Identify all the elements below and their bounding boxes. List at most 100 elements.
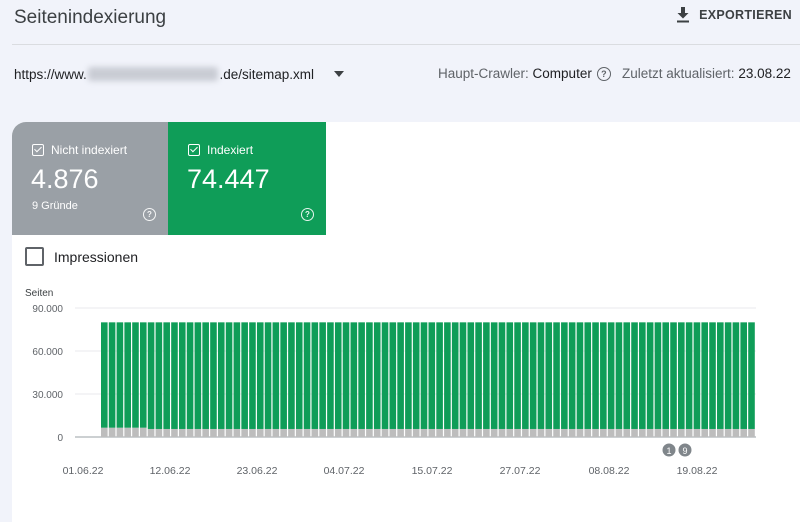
bar-indexed [506, 322, 514, 429]
bar-not-indexed [280, 428, 287, 437]
bar-indexed [256, 322, 264, 429]
help-icon[interactable]: ? [596, 66, 611, 81]
bar-not-indexed [717, 428, 724, 437]
help-icon[interactable]: ? [301, 208, 314, 221]
x-tick-label: 27.07.22 [500, 465, 541, 477]
bar-indexed [178, 322, 186, 429]
bar-not-indexed [631, 428, 638, 437]
x-tick-label: 15.07.22 [412, 465, 453, 477]
x-tick-label: 08.08.22 [589, 465, 630, 477]
bar-indexed [194, 322, 202, 429]
page-header: Seitenindexierung EXPORTIEREN [0, 0, 800, 44]
bar-not-indexed [568, 428, 576, 437]
bar-not-indexed [428, 428, 436, 437]
bar-not-indexed [748, 428, 755, 437]
bar-not-indexed [537, 428, 545, 437]
y-axis-label: Seiten [25, 288, 53, 299]
bar-indexed [459, 322, 467, 429]
bar-indexed [155, 322, 163, 429]
bar-indexed [639, 322, 646, 429]
bar-indexed [108, 322, 116, 428]
bar-not-indexed [709, 428, 716, 437]
bar-indexed [631, 322, 638, 429]
help-icon[interactable]: ? [143, 208, 156, 221]
bar-indexed [397, 322, 404, 429]
bar-indexed [139, 322, 147, 428]
bar-not-indexed [381, 428, 389, 437]
bar-indexed [186, 322, 194, 429]
bar-not-indexed [217, 428, 225, 437]
bar-not-indexed [155, 428, 163, 437]
bar-not-indexed [451, 428, 459, 437]
bar-indexed [381, 322, 389, 429]
bar-not-indexed [444, 428, 451, 437]
bar-not-indexed [685, 428, 693, 437]
bar-indexed [701, 322, 709, 429]
bar-not-indexed [147, 428, 155, 437]
bar-indexed [412, 322, 420, 429]
not-indexed-tile[interactable]: Nicht indexiert 4.876 9 Gründe ? [12, 122, 168, 235]
bar-not-indexed [210, 428, 217, 437]
crawler-info: Haupt-Crawler: Computer ? [438, 66, 611, 81]
bar-indexed [748, 322, 755, 429]
bar-indexed [217, 322, 225, 429]
checkbox-checked-icon[interactable] [188, 144, 200, 156]
bar-indexed [210, 322, 217, 429]
bar-not-indexed [600, 428, 607, 437]
bar-indexed [529, 322, 537, 429]
bar-indexed [553, 322, 560, 429]
bar-not-indexed [607, 428, 615, 437]
bar-indexed [311, 322, 319, 429]
impressions-toggle[interactable]: Impressionen [25, 247, 138, 266]
bar-not-indexed [272, 428, 280, 437]
not-indexed-label: Nicht indexiert [51, 143, 128, 157]
bar-indexed [319, 322, 326, 429]
bar-not-indexed [101, 427, 108, 437]
bar-indexed [592, 322, 599, 429]
download-icon [677, 7, 690, 23]
bar-indexed [132, 322, 139, 428]
bar-indexed [545, 322, 553, 429]
bar-not-indexed [490, 428, 498, 437]
bar-not-indexed [225, 428, 233, 437]
bar-not-indexed [178, 428, 186, 437]
annotation-label: 1 [666, 446, 671, 456]
sitemap-select[interactable]: https://www. .de/sitemap.xml [14, 64, 344, 84]
bar-indexed [171, 322, 178, 429]
bar-not-indexed [303, 428, 311, 437]
bar-not-indexed [420, 428, 428, 437]
bar-not-indexed [194, 428, 202, 437]
bar-not-indexed [506, 428, 514, 437]
page-title: Seitenindexierung [14, 7, 167, 28]
bar-indexed [225, 322, 233, 429]
bar-indexed [623, 322, 631, 429]
bar-not-indexed [670, 428, 677, 437]
bar-not-indexed [171, 428, 178, 437]
bar-not-indexed [740, 428, 748, 437]
bar-not-indexed [288, 428, 295, 437]
bar-indexed [670, 322, 677, 429]
not-indexed-count: 4.876 [31, 164, 99, 194]
y-tick-label: 90.000 [32, 304, 63, 315]
redacted-domain [87, 67, 219, 81]
indexed-count: 74.447 [187, 164, 270, 194]
export-button[interactable]: EXPORTIEREN [676, 7, 792, 23]
bar-not-indexed [467, 428, 475, 437]
x-tick-label: 01.06.22 [63, 465, 104, 477]
bar-not-indexed [498, 428, 506, 437]
updated-value: 23.08.22 [738, 66, 791, 81]
bar-indexed [724, 322, 732, 429]
bar-not-indexed [139, 427, 147, 437]
checkbox-icon[interactable] [25, 247, 44, 266]
bar-indexed [444, 322, 451, 429]
annotation-marker [677, 442, 693, 458]
indexed-tile[interactable]: Indexiert 74.447 ? [168, 122, 326, 235]
sitemap-prefix: https://www. [14, 66, 87, 82]
bar-indexed [475, 322, 482, 429]
checkbox-checked-icon[interactable] [32, 144, 44, 156]
bar-not-indexed [678, 428, 685, 437]
bar-indexed [498, 322, 506, 429]
bar-not-indexed [693, 428, 701, 437]
bar-not-indexed [475, 428, 482, 437]
bar-not-indexed [646, 428, 654, 437]
